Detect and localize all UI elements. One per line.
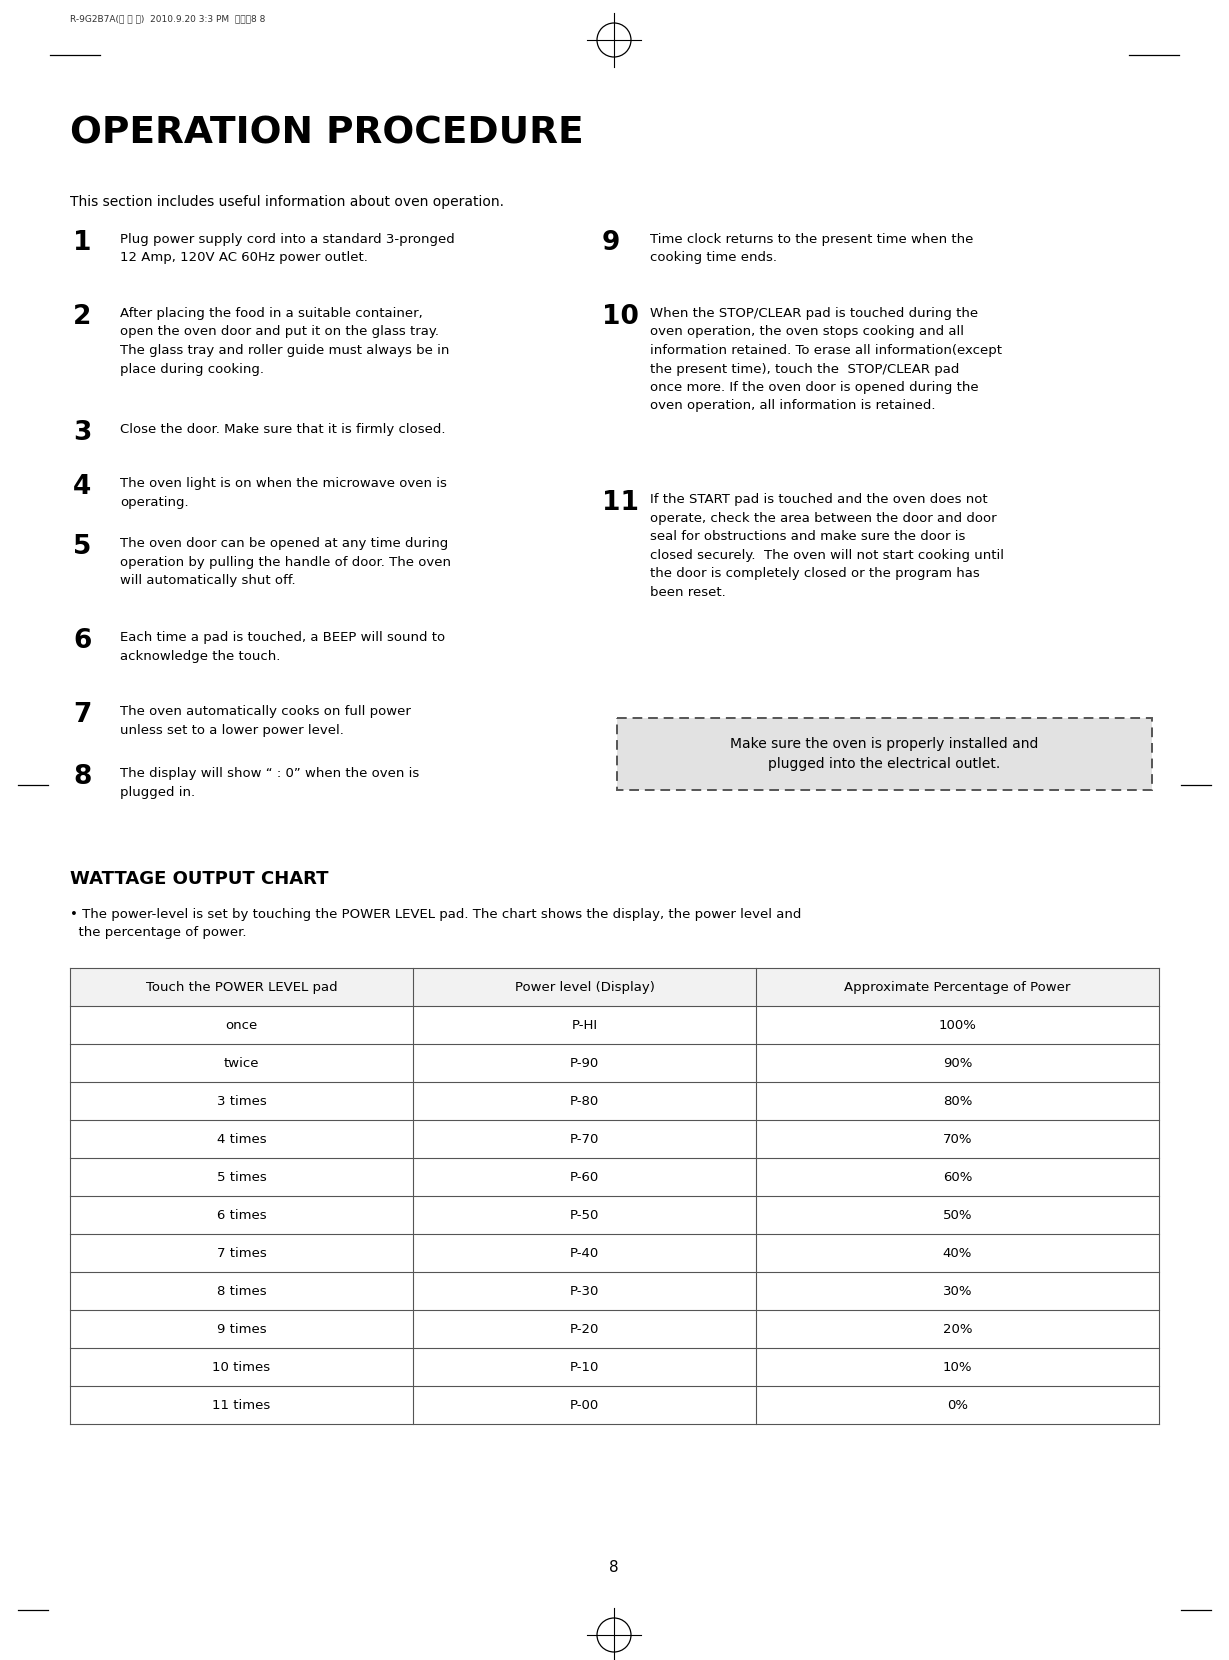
Bar — [70, 968, 1159, 1006]
Text: Plug power supply cord into a standard 3-pronged
12 Amp, 120V AC 60Hz power outl: Plug power supply cord into a standard 3… — [120, 232, 455, 264]
Text: P-90: P-90 — [570, 1056, 600, 1069]
Text: 3 times: 3 times — [216, 1094, 267, 1107]
Text: Approximate Percentage of Power: Approximate Percentage of Power — [844, 981, 1070, 993]
Text: 4 times: 4 times — [216, 1132, 267, 1145]
Text: When the STOP/CLEAR pad is touched during the
oven operation, the oven stops coo: When the STOP/CLEAR pad is touched durin… — [650, 307, 1002, 412]
Text: 5: 5 — [73, 535, 91, 559]
Text: P-60: P-60 — [570, 1170, 600, 1184]
Text: 4: 4 — [73, 475, 91, 500]
Text: 9 times: 9 times — [216, 1323, 267, 1336]
Text: 40%: 40% — [943, 1247, 972, 1260]
Text: 6: 6 — [73, 627, 91, 654]
Text: • The power-level is set by touching the POWER LEVEL pad. The chart shows the di: • The power-level is set by touching the… — [70, 908, 801, 940]
Text: The oven automatically cooks on full power
unless set to a lower power level.: The oven automatically cooks on full pow… — [120, 706, 410, 737]
Text: 6 times: 6 times — [216, 1208, 267, 1222]
Text: 100%: 100% — [939, 1019, 977, 1031]
Text: 10 times: 10 times — [213, 1361, 270, 1373]
Text: Make sure the oven is properly installed and
plugged into the electrical outlet.: Make sure the oven is properly installed… — [730, 737, 1039, 772]
Text: The oven light is on when the microwave oven is
operating.: The oven light is on when the microwave … — [120, 476, 447, 508]
Text: P-30: P-30 — [570, 1285, 600, 1298]
Text: P-80: P-80 — [570, 1094, 600, 1107]
Text: P-40: P-40 — [570, 1247, 600, 1260]
Text: P-20: P-20 — [570, 1323, 600, 1336]
Text: The display will show “ : 0” when the oven is
plugged in.: The display will show “ : 0” when the ov… — [120, 767, 419, 798]
Text: Close the door. Make sure that it is firmly closed.: Close the door. Make sure that it is fir… — [120, 423, 445, 437]
Bar — [617, 719, 1152, 790]
Text: P-70: P-70 — [570, 1132, 600, 1145]
Text: 90%: 90% — [943, 1056, 972, 1069]
Text: 30%: 30% — [943, 1285, 972, 1298]
Text: 1: 1 — [73, 231, 91, 256]
Text: 11: 11 — [602, 490, 639, 516]
Text: 9: 9 — [602, 231, 621, 256]
Text: once: once — [225, 1019, 258, 1031]
Text: Time clock returns to the present time when the
cooking time ends.: Time clock returns to the present time w… — [650, 232, 973, 264]
Text: R-9G2B7A(영 기 본)  2010.9.20 3:3 PM  페이지8 8: R-9G2B7A(영 기 본) 2010.9.20 3:3 PM 페이지8 8 — [70, 13, 265, 23]
Text: 5 times: 5 times — [216, 1170, 267, 1184]
Bar — [70, 968, 1159, 1424]
Text: P-00: P-00 — [570, 1398, 600, 1411]
Text: Touch the POWER LEVEL pad: Touch the POWER LEVEL pad — [146, 981, 337, 993]
Text: 8 times: 8 times — [216, 1285, 267, 1298]
Text: After placing the food in a suitable container,
open the oven door and put it on: After placing the food in a suitable con… — [120, 307, 450, 375]
Text: twice: twice — [224, 1056, 259, 1069]
Text: 8: 8 — [73, 764, 91, 790]
Text: 0%: 0% — [948, 1398, 968, 1411]
Text: 80%: 80% — [943, 1094, 972, 1107]
Text: P-50: P-50 — [570, 1208, 600, 1222]
Text: P-HI: P-HI — [571, 1019, 597, 1031]
Text: 2: 2 — [73, 304, 91, 330]
Text: The oven door can be opened at any time during
operation by pulling the handle o: The oven door can be opened at any time … — [120, 536, 451, 588]
Text: P-10: P-10 — [570, 1361, 600, 1373]
Text: 7 times: 7 times — [216, 1247, 267, 1260]
Text: 60%: 60% — [943, 1170, 972, 1184]
Text: This section includes useful information about oven operation.: This section includes useful information… — [70, 194, 504, 209]
Text: 3: 3 — [73, 420, 91, 447]
Text: 8: 8 — [610, 1559, 619, 1574]
Text: 20%: 20% — [943, 1323, 972, 1336]
Text: OPERATION PROCEDURE: OPERATION PROCEDURE — [70, 115, 584, 151]
Text: 7: 7 — [73, 702, 91, 729]
Text: WATTAGE OUTPUT CHART: WATTAGE OUTPUT CHART — [70, 870, 328, 888]
Text: 10%: 10% — [943, 1361, 972, 1373]
Text: If the START pad is touched and the oven does not
operate, check the area betwee: If the START pad is touched and the oven… — [650, 493, 1004, 599]
Bar — [617, 719, 1152, 790]
Text: 70%: 70% — [943, 1132, 972, 1145]
Text: 11 times: 11 times — [213, 1398, 270, 1411]
Text: 50%: 50% — [943, 1208, 972, 1222]
Text: 10: 10 — [602, 304, 639, 330]
Text: Power level (Display): Power level (Display) — [515, 981, 655, 993]
Text: Each time a pad is touched, a BEEP will sound to
acknowledge the touch.: Each time a pad is touched, a BEEP will … — [120, 631, 445, 662]
